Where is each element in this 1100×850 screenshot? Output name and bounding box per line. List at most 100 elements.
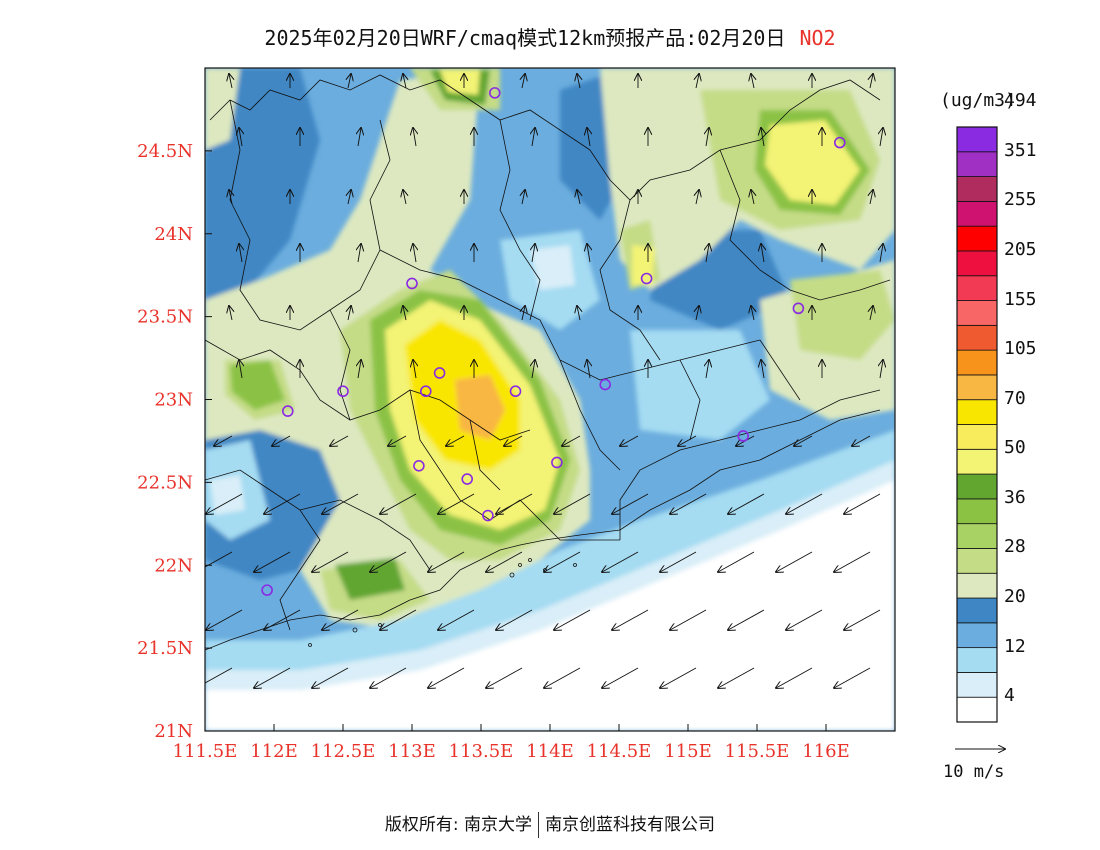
colorbar-level-label: 494 xyxy=(1004,90,1037,112)
map-title: 2025年02月20日WRF/cmaq模式12km预报产品:02月20日 NO2 xyxy=(0,22,1100,51)
colorbar-frame xyxy=(956,126,998,723)
wind-arrow xyxy=(761,128,764,147)
colorbar-band xyxy=(956,250,998,277)
wind-arrow xyxy=(696,74,699,89)
station-marker xyxy=(488,87,501,99)
wind-arrow xyxy=(718,667,755,688)
wind-arrow xyxy=(602,551,639,572)
colorbar-band xyxy=(956,523,998,549)
wind-arrow xyxy=(587,128,590,147)
lon-tick-label: 113.5E xyxy=(449,741,514,762)
wind-arrow xyxy=(620,435,639,446)
wind-arrow xyxy=(678,435,697,446)
monitoring-stations xyxy=(261,87,846,596)
colorbar-band xyxy=(956,225,998,252)
colorbar-band xyxy=(956,176,998,202)
wind-arrow xyxy=(786,493,823,514)
wind-arrow xyxy=(587,244,590,263)
lat-tick-label: 23.5N xyxy=(137,307,193,328)
wind-arrow xyxy=(239,128,242,147)
wind-arrow xyxy=(370,667,407,688)
wind-arrow xyxy=(718,551,755,572)
wind-arrow xyxy=(370,551,407,572)
station-marker xyxy=(833,136,846,149)
lat-tick-label: 24.5N xyxy=(137,141,193,162)
wind-arrow xyxy=(239,244,242,263)
wind-arrow xyxy=(612,493,649,514)
lon-tick-label: 114E xyxy=(526,741,574,762)
wind-arrow xyxy=(670,493,707,514)
colorbar-band xyxy=(956,548,998,574)
station-marker xyxy=(433,367,446,379)
wind-arrow xyxy=(403,74,406,89)
colorbar-band xyxy=(956,473,998,500)
wind-arrow xyxy=(696,306,699,321)
unit-label: (ug/m3) xyxy=(940,90,1016,111)
wind-arrow xyxy=(438,609,475,630)
wind-arrow xyxy=(544,551,581,572)
station-marker xyxy=(737,430,750,442)
wind-arrow xyxy=(504,435,523,446)
wind-arrow xyxy=(844,609,881,630)
wind-arrow xyxy=(660,551,697,572)
wind-arrow xyxy=(380,609,417,630)
colorbar-band xyxy=(956,572,998,599)
station-marker xyxy=(461,473,474,485)
wind-arrow xyxy=(380,493,417,514)
wind-arrow xyxy=(532,128,535,147)
copyright-company: 南京创蓝科技有限公司 xyxy=(545,815,716,835)
pollutant-label: NO2 xyxy=(799,26,836,50)
station-marker xyxy=(640,272,653,285)
wind-arrow xyxy=(706,244,709,263)
wind-arrow xyxy=(577,74,580,89)
wind-arrow xyxy=(751,306,754,321)
wind-arrow xyxy=(776,667,813,688)
colorbar-level-label: 20 xyxy=(1004,586,1026,608)
colorbar-band xyxy=(956,597,998,624)
wind-arrow xyxy=(428,551,465,572)
copyright-footer: 版权所有: 南京大学 南京创蓝科技有限公司 xyxy=(0,810,1100,838)
copyright-owner: 版权所有: 南京大学 xyxy=(384,815,533,835)
title-text: 2025年02月20日WRF/cmaq模式12km预报产品:02月20日 xyxy=(264,26,786,50)
wind-arrow xyxy=(205,551,233,568)
wind-arrow xyxy=(358,360,361,379)
wind-arrow xyxy=(496,493,533,514)
station-marker xyxy=(337,385,349,398)
station-marker xyxy=(413,459,425,472)
wind-arrow xyxy=(413,128,416,147)
wind-arrow xyxy=(880,244,883,263)
wind-arrow xyxy=(358,128,361,147)
longitude-axis: 111.5E 112E 112.5E 113E 113.5E 114E 114.5E 115E… xyxy=(173,724,850,762)
station-marker xyxy=(281,405,294,417)
concentration-field xyxy=(205,68,895,731)
wind-arrow xyxy=(239,360,242,379)
wind-arrow xyxy=(544,667,581,688)
colorbar-band xyxy=(956,151,998,177)
wind-arrow xyxy=(214,435,233,446)
wind-arrow xyxy=(229,74,232,89)
wind-arrow xyxy=(844,493,881,514)
lat-tick-label: 21N xyxy=(154,721,193,742)
colorbar-band xyxy=(956,672,998,698)
colorbar-band xyxy=(956,448,998,475)
wind-arrow xyxy=(522,74,525,89)
wind-arrow xyxy=(670,609,707,630)
colorbar-level-label: 28 xyxy=(1004,536,1026,558)
wind-arrow xyxy=(388,435,407,446)
wind-arrow xyxy=(348,190,351,205)
wind-arrow xyxy=(438,493,475,514)
latitude-axis: 21N 21.5N 22N 22.5N 23N 23.5N 24N 24.5N xyxy=(137,141,212,742)
lon-tick-label: 114.5E xyxy=(587,741,652,762)
wind-arrow xyxy=(322,493,359,514)
station-marker xyxy=(551,456,563,469)
wind-arrow xyxy=(880,360,883,379)
colorbar-level-label: 105 xyxy=(1004,338,1037,360)
colorbar-band xyxy=(956,498,998,525)
wind-arrow xyxy=(229,306,232,321)
wind-arrow xyxy=(312,667,349,688)
wind-arrow xyxy=(205,667,233,684)
wind-arrow xyxy=(206,609,243,630)
wind-arrow xyxy=(206,493,243,514)
wind-arrow xyxy=(706,128,709,147)
wind-arrow xyxy=(413,244,416,263)
